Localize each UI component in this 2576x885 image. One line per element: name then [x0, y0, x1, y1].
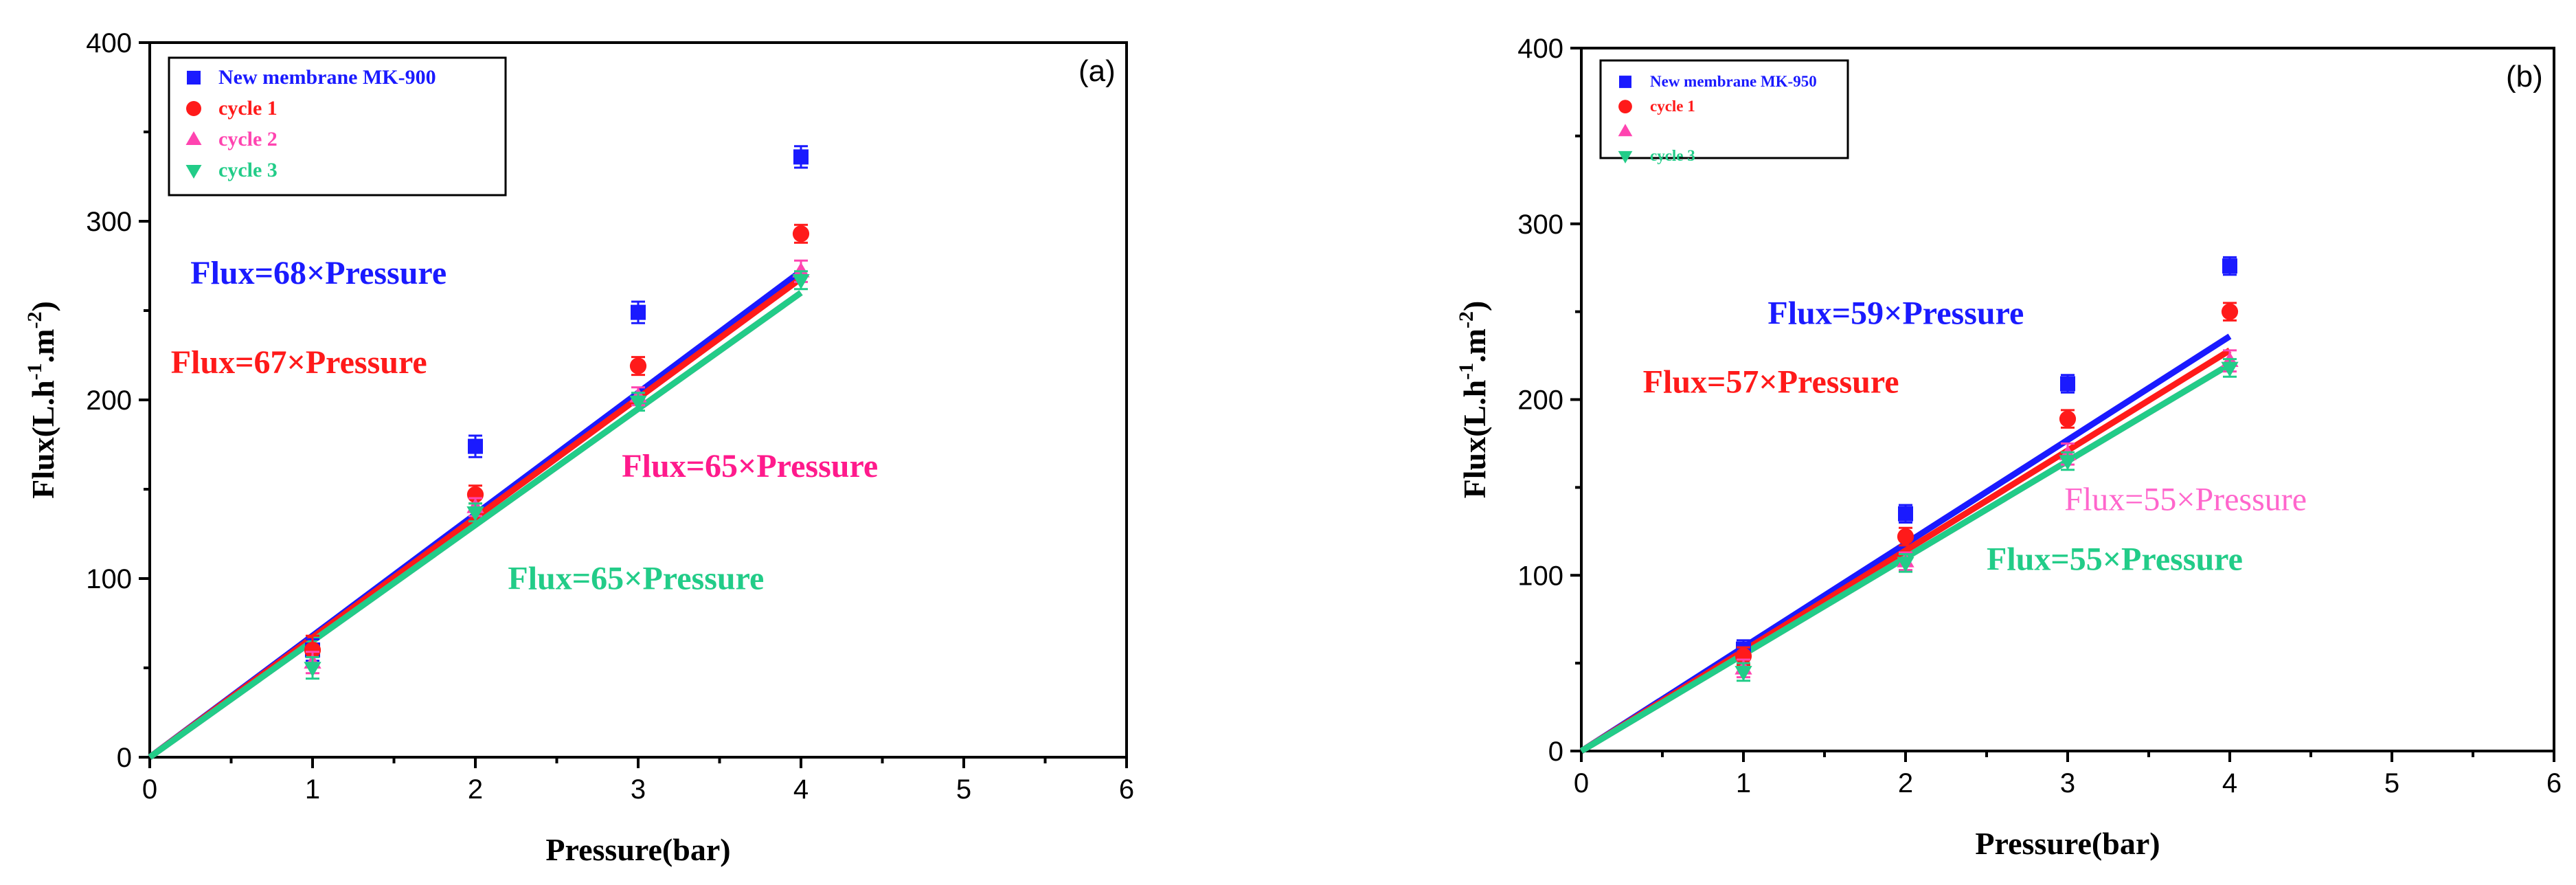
x-tick-label: 0 — [142, 774, 157, 805]
data-point-series-4 — [466, 506, 484, 522]
data-point-series-1 — [631, 304, 646, 320]
legend-marker — [1618, 150, 1633, 164]
y-axis-label: Flux(L.h-1.m-2) — [23, 301, 60, 499]
data-point-series-4 — [2059, 455, 2077, 471]
x-tick-label: 2 — [468, 774, 483, 805]
x-tick-label: 1 — [305, 774, 320, 805]
data-point-series-2 — [2059, 410, 2077, 427]
y-tick-label: 0 — [117, 743, 132, 773]
data-point-series-1 — [2060, 376, 2075, 392]
chart-panel-1: 0 1 2 3 4 5 6 0 100 200 300 400 Pressure(bar) Flux(L.… — [23, 28, 1134, 867]
legend-box — [1599, 59, 1849, 159]
data-point-series-1 — [468, 438, 483, 454]
x-tick-label: 0 — [1574, 768, 1589, 798]
fit-equation-annotation: Flux=67×Pressure — [171, 344, 427, 381]
data-point-series-4 — [792, 274, 810, 289]
y-tick-label: 200 — [86, 385, 132, 416]
data-point-series-2 — [304, 641, 321, 659]
legend-marker — [1618, 100, 1632, 114]
x-axis-label: Pressure(bar) — [545, 832, 730, 867]
y-tick-label: 400 — [1517, 34, 1563, 64]
legend-entry-label: cycle 1 — [1650, 98, 1695, 115]
fit-equation-annotation: Flux=65×Pressure — [622, 448, 878, 484]
data-point-series-2 — [1897, 528, 1914, 546]
fit-equation-annotation: Flux=57×Pressure — [1643, 363, 1899, 400]
data-point-series-2 — [792, 225, 810, 243]
chart-panel-2: 0 1 2 3 4 5 6 0 100 200 300 400 Pressure(bar) Flux(L.… — [1455, 34, 2562, 861]
y-axis-label: Flux(L.h-1.m-2) — [1455, 301, 1492, 499]
x-tick-label: 6 — [1119, 774, 1134, 805]
x-axis-label: Pressure(bar) — [1975, 826, 2160, 861]
data-point-series-2 — [2221, 303, 2239, 320]
fit-equation-annotation: Flux=59×Pressure — [1767, 295, 2024, 332]
legend-marker — [1619, 76, 1631, 89]
y-tick-label: 300 — [86, 207, 132, 237]
x-tick-label: 2 — [1898, 768, 1913, 798]
x-tick-label: 3 — [631, 774, 646, 805]
x-tick-label: 5 — [956, 774, 971, 805]
panel-label: (b) — [2506, 60, 2543, 93]
y-tick-label: 100 — [86, 564, 132, 594]
data-point-series-4 — [629, 395, 647, 411]
x-tick-label: 1 — [1736, 768, 1751, 798]
legend-entry-label: cycle 3 — [1650, 147, 1695, 164]
x-tick-label: 3 — [2060, 768, 2075, 798]
fit-equation-annotation: Flux=68×Pressure — [190, 255, 447, 291]
legend-entry-label: New membrane MK-950 — [1650, 73, 1817, 90]
data-point-series-1 — [1898, 506, 1913, 522]
legend-entry-label: cycle 3 — [218, 159, 278, 181]
fit-line-series-4 — [148, 290, 803, 760]
legend-marker — [185, 165, 202, 179]
legend-marker — [187, 71, 201, 85]
fit-equation-annotation: Flux=55×Pressure — [1987, 541, 2243, 578]
fit-equation-annotation: Flux=55×Pressure — [2064, 482, 2307, 518]
data-point-series-1 — [793, 149, 809, 165]
legend: New membrane MK-900 cycle 1 cycle 2 cycle 3 — [168, 56, 507, 197]
y-tick-label: 300 — [1517, 210, 1563, 240]
x-tick-label: 4 — [2222, 768, 2237, 798]
legend-marker — [185, 131, 202, 145]
data-point-series-1 — [2222, 258, 2237, 274]
data-point-series-4 — [2221, 361, 2239, 377]
x-tick-label: 5 — [2384, 768, 2399, 798]
data-point-series-2 — [629, 357, 647, 374]
data-point-series-4 — [304, 662, 321, 677]
legend-entry-label: cycle 1 — [218, 97, 278, 120]
x-tick-label: 6 — [2546, 768, 2562, 798]
legend-box — [168, 56, 507, 197]
y-tick-label: 0 — [1548, 737, 1563, 767]
x-tick-label: 4 — [793, 774, 809, 805]
data-point-series-4 — [1735, 666, 1752, 682]
y-tick-label: 200 — [1517, 385, 1563, 416]
data-point-series-3 — [792, 262, 810, 278]
legend: New membrane MK-950 cycle 1 cycle 3 — [1599, 59, 1849, 164]
y-tick-label: 400 — [86, 28, 132, 58]
y-tick-label: 100 — [1517, 561, 1563, 591]
legend-entry-label: cycle 2 — [218, 128, 278, 150]
fit-equation-annotation: Flux=65×Pressure — [508, 561, 764, 597]
legend-marker — [1618, 124, 1633, 137]
legend-marker — [186, 101, 201, 116]
panel-label: (a) — [1078, 54, 1116, 88]
data-point-series-4 — [1897, 557, 1914, 572]
legend-entry-label: New membrane MK-900 — [218, 66, 436, 89]
